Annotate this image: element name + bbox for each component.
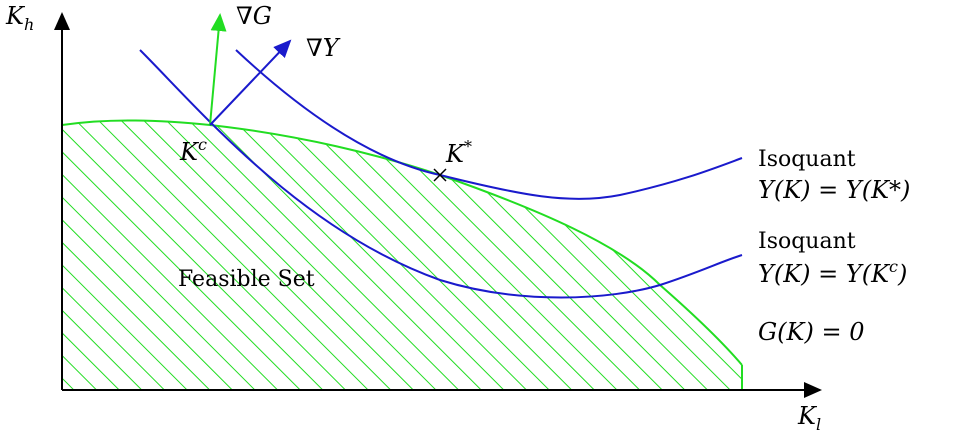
- constraint-label: G(K) = 0: [758, 318, 864, 346]
- grad-g-label: ∇G: [236, 2, 272, 30]
- lower-isoquant-curve: [139, 49, 743, 299]
- upper-isoquant-curve: [235, 49, 743, 200]
- grad-y-label: ∇Y: [306, 34, 341, 62]
- lower-isoquant-equation: Y(K) = Y(Kc): [758, 257, 907, 288]
- upper-isoquant-title: Isoquant: [758, 147, 856, 172]
- y-axis-label: Kh: [5, 2, 34, 34]
- grad-y-vector: [209, 39, 292, 126]
- kstar-label: K*: [445, 137, 472, 168]
- grad-g-vector: [209, 13, 227, 126]
- upper-isoquant-equation: Y(K) = Y(K*): [758, 176, 910, 204]
- x-axis-label: Kl: [797, 402, 821, 434]
- feasible-region: [62, 120, 742, 390]
- feasible-set-label: Feasible Set: [178, 267, 315, 292]
- kstar-marker: [433, 168, 447, 182]
- lower-isoquant-title: Isoquant: [758, 229, 856, 254]
- kc-label: Kc: [179, 135, 207, 166]
